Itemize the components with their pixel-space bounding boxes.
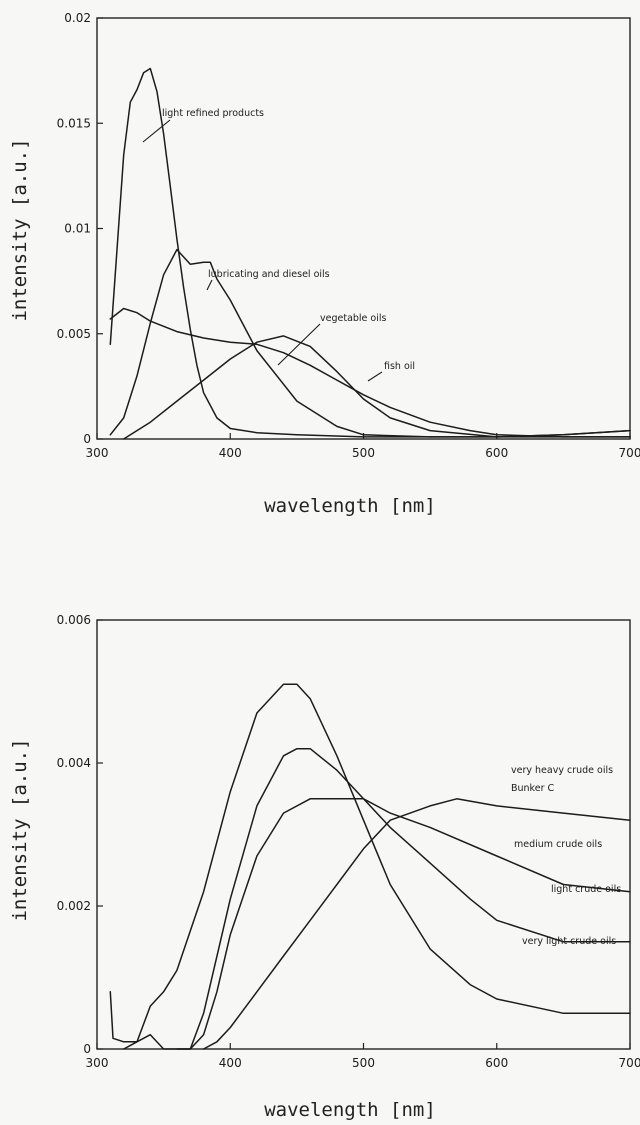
series-label: medium crude oils	[514, 839, 602, 850]
x-tick-label: 300	[86, 1056, 109, 1070]
series-line	[202, 798, 631, 1050]
y-axis-label: intensity [a.u.]	[9, 138, 31, 321]
x-tick-label: 700	[619, 446, 640, 460]
x-tick-label: 600	[485, 446, 508, 460]
annotation-label: Bunker C	[511, 783, 554, 794]
y-tick-label: 0.02	[64, 11, 91, 25]
series-label: light refined products	[162, 108, 264, 119]
y-tick-label: 0.015	[57, 116, 91, 130]
label-leader-line	[277, 323, 321, 366]
label-leader-line	[367, 371, 383, 382]
y-tick-label: 0.004	[57, 756, 91, 770]
series-label: fish oil	[384, 361, 415, 372]
x-tick-label: 700	[619, 1056, 640, 1070]
series-label: very light crude oils	[522, 936, 616, 947]
x-tick-label: 400	[219, 1056, 242, 1070]
x-tick-label: 600	[485, 1056, 508, 1070]
chart-1: 300 400 500 600 700 0 0.005 0.01 0.015 0.02 wavele…	[9, 11, 640, 517]
x-tick-label: 500	[352, 446, 375, 460]
y-tick-label: 0.006	[57, 613, 91, 627]
x-axis-label: wavelength [nm]	[264, 1099, 436, 1121]
series-line	[176, 798, 631, 1050]
x-axis-label: wavelength [nm]	[264, 495, 436, 517]
label-leader-line	[206, 279, 213, 291]
series-label: light crude oils	[551, 884, 621, 895]
series-line	[109, 307, 631, 438]
chart-2: 300 400 500 600 700 0 0.002 0.004 0.006 wavelengt…	[9, 613, 640, 1121]
series-line	[109, 248, 631, 438]
x-tick-label: 300	[86, 446, 109, 460]
y-axis-label: intensity [a.u.]	[9, 738, 31, 921]
series-line	[122, 747, 631, 1050]
plot-frame	[96, 619, 631, 1050]
y-tick-label: 0.005	[57, 327, 91, 341]
series-label: vegetable oils	[320, 313, 387, 324]
series-line	[109, 67, 631, 438]
y-tick-label: 0.002	[57, 899, 91, 913]
x-tick-label: 400	[219, 446, 242, 460]
plot-frame	[96, 17, 631, 440]
series-line	[122, 335, 631, 440]
label-leader-line	[142, 119, 171, 143]
series-line	[109, 683, 631, 1043]
series-label: lubricating and diesel oils	[208, 269, 330, 280]
y-tick-label: 0	[83, 432, 91, 446]
series-label: very heavy crude oils	[511, 765, 613, 776]
y-tick-label: 0	[83, 1042, 91, 1056]
x-tick-label: 500	[352, 1056, 375, 1070]
y-tick-label: 0.01	[64, 222, 91, 236]
